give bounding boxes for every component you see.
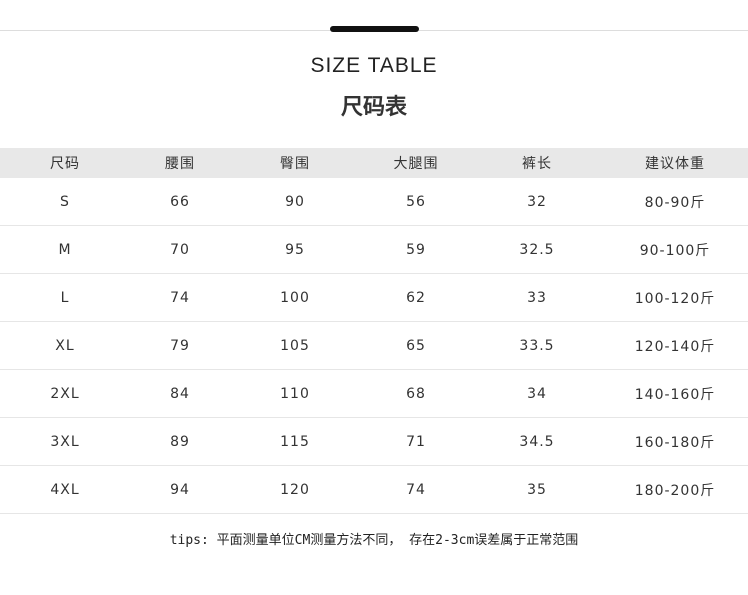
table-cell: 100-120斤 — [634, 290, 716, 307]
table-cell: 140-160斤 — [634, 386, 716, 403]
table-cell: 160-180斤 — [634, 434, 716, 451]
table-cell: 56 — [406, 193, 426, 210]
column-header: 腰围 — [165, 156, 195, 172]
column-header: 建议体重 — [645, 156, 705, 172]
table-cell: 80-90斤 — [644, 194, 706, 211]
table-cell: 90 — [285, 193, 305, 210]
table-row: M 70 95 59 32.5 90-100斤 — [0, 226, 748, 274]
table-cell: 3XL — [50, 433, 80, 450]
table-cell: 90-100斤 — [639, 242, 711, 259]
table-cell: 66 — [170, 193, 190, 210]
column-header: 臀围 — [280, 156, 310, 172]
table-row: 4XL 94 120 74 35 180-200斤 — [0, 466, 748, 514]
table-cell: 2XL — [50, 385, 80, 402]
table-cell: 84 — [170, 385, 190, 402]
table-cell: 4XL — [50, 481, 80, 498]
table-cell: 65 — [406, 337, 426, 354]
size-table: 尺码 腰围 臀围 大腿围 裤长 建议体重 S 66 90 56 32 80-90斤 M 70 95 59 32… — [0, 148, 748, 514]
table-cell: XL — [55, 337, 75, 354]
table-cell: 70 — [170, 241, 190, 258]
table-cell: 95 — [285, 241, 305, 258]
table-cell: 59 — [406, 241, 426, 258]
table-row: 2XL 84 110 68 34 140-160斤 — [0, 370, 748, 418]
tips-note: tips: 平面测量单位CM测量方法不同， 存在2-3cm误差属于正常范围 — [169, 533, 579, 548]
table-cell: 62 — [406, 289, 426, 306]
table-cell: 89 — [170, 433, 190, 450]
top-bar-decoration — [330, 26, 419, 32]
table-row: XL 79 105 65 33.5 120-140斤 — [0, 322, 748, 370]
table-cell: 110 — [280, 385, 310, 402]
column-header: 大腿围 — [393, 156, 439, 172]
table-cell: 74 — [170, 289, 190, 306]
table-cell: 35 — [527, 481, 547, 498]
table-cell: 180-200斤 — [634, 482, 716, 499]
table-cell: 33.5 — [519, 337, 555, 354]
table-cell: 100 — [280, 289, 310, 306]
title-chinese: 尺码表 — [340, 95, 407, 120]
table-cell: 71 — [406, 433, 426, 450]
table-cell: M — [58, 241, 72, 258]
table-cell: 120 — [280, 481, 310, 498]
table-cell: 32.5 — [519, 241, 555, 258]
table-row: S 66 90 56 32 80-90斤 — [0, 178, 748, 226]
column-header: 裤长 — [522, 156, 552, 172]
table-row: 3XL 89 115 71 34.5 160-180斤 — [0, 418, 748, 466]
table-cell: S — [60, 193, 70, 210]
table-header: 尺码 腰围 臀围 大腿围 裤长 建议体重 — [0, 148, 748, 178]
table-cell: 68 — [406, 385, 426, 402]
table-cell: 120-140斤 — [634, 338, 716, 355]
title-english: SIZE TABLE — [310, 54, 438, 77]
table-cell: 34 — [527, 385, 547, 402]
table-cell: 79 — [170, 337, 190, 354]
column-header: 尺码 — [50, 156, 80, 172]
table-cell: 115 — [280, 433, 310, 450]
table-cell: 94 — [170, 481, 190, 498]
table-cell: 34.5 — [519, 433, 555, 450]
table-cell: L — [60, 289, 70, 306]
table-cell: 74 — [406, 481, 426, 498]
table-row: L 74 100 62 33 100-120斤 — [0, 274, 748, 322]
table-cell: 32 — [527, 193, 547, 210]
table-cell: 105 — [280, 337, 310, 354]
table-cell: 33 — [527, 289, 547, 306]
